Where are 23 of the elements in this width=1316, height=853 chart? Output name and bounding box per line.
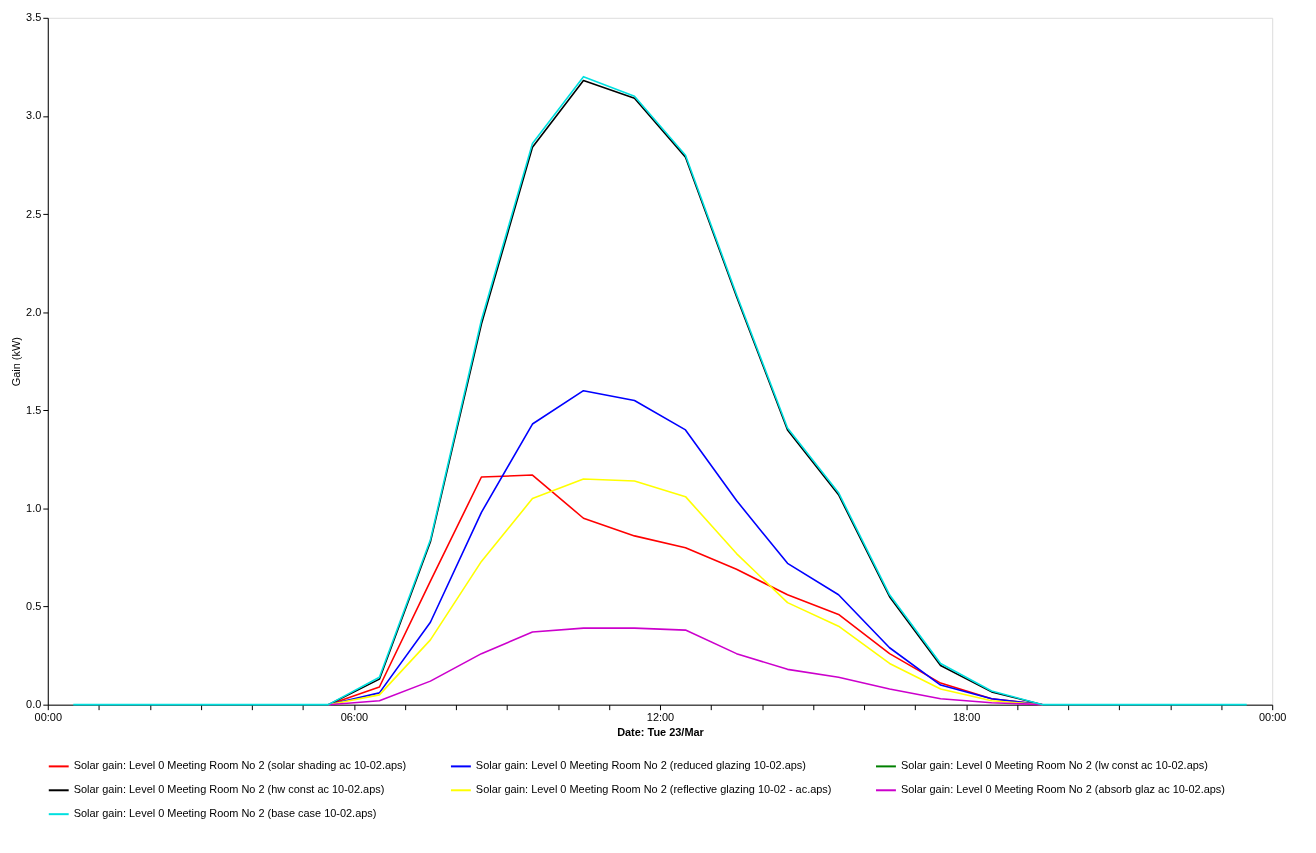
y-tick-label: 1.5 [26, 403, 42, 416]
legend-label: Solar gain: Level 0 Meeting Room No 2 (base case 10-02.aps) [73, 807, 377, 820]
x-tick-label: 00:00 [34, 711, 62, 724]
y-tick-label: 0.0 [26, 698, 42, 711]
y-tick-label: 2.5 [26, 207, 42, 220]
x-tick-label: 00:00 [1259, 711, 1287, 724]
y-tick-label: 3.0 [26, 109, 42, 122]
line-series [72, 75, 1248, 706]
legend-label: Solar gain: Level 0 Meeting Room No 2 (lw const ac 10-02.aps) [900, 759, 1208, 772]
y-tick-label: 1.0 [26, 501, 42, 514]
x-axis-title: Date: Tue 23/Mar [617, 726, 705, 739]
legend-label: Solar gain: Level 0 Meeting Room No 2 (reduced glazing 10-02.aps) [475, 759, 806, 772]
y-axis-title: Gain (kW) [10, 337, 23, 387]
legend-label: Solar gain: Level 0 Meeting Room No 2 (absorb glaz ac 10-02.aps) [900, 783, 1225, 796]
x-tick-label: 06:00 [340, 711, 369, 724]
x-tick-label: 12:00 [646, 711, 675, 724]
y-tick-label: 0.5 [26, 600, 42, 613]
legend-label: Solar gain: Level 0 Meeting Room No 2 (solar shading ac 10-02.aps) [73, 759, 407, 772]
x-tick-label: 18:00 [952, 711, 981, 724]
legend-label: Solar gain: Level 0 Meeting Room No 2 (hw const ac 10-02.aps) [73, 783, 385, 796]
y-tick-label: 2.0 [26, 305, 42, 318]
legend-label: Solar gain: Level 0 Meeting Room No 2 (reflective glazing 10-02 - ac.aps) [475, 783, 832, 796]
y-tick-label: 3.5 [26, 11, 42, 24]
